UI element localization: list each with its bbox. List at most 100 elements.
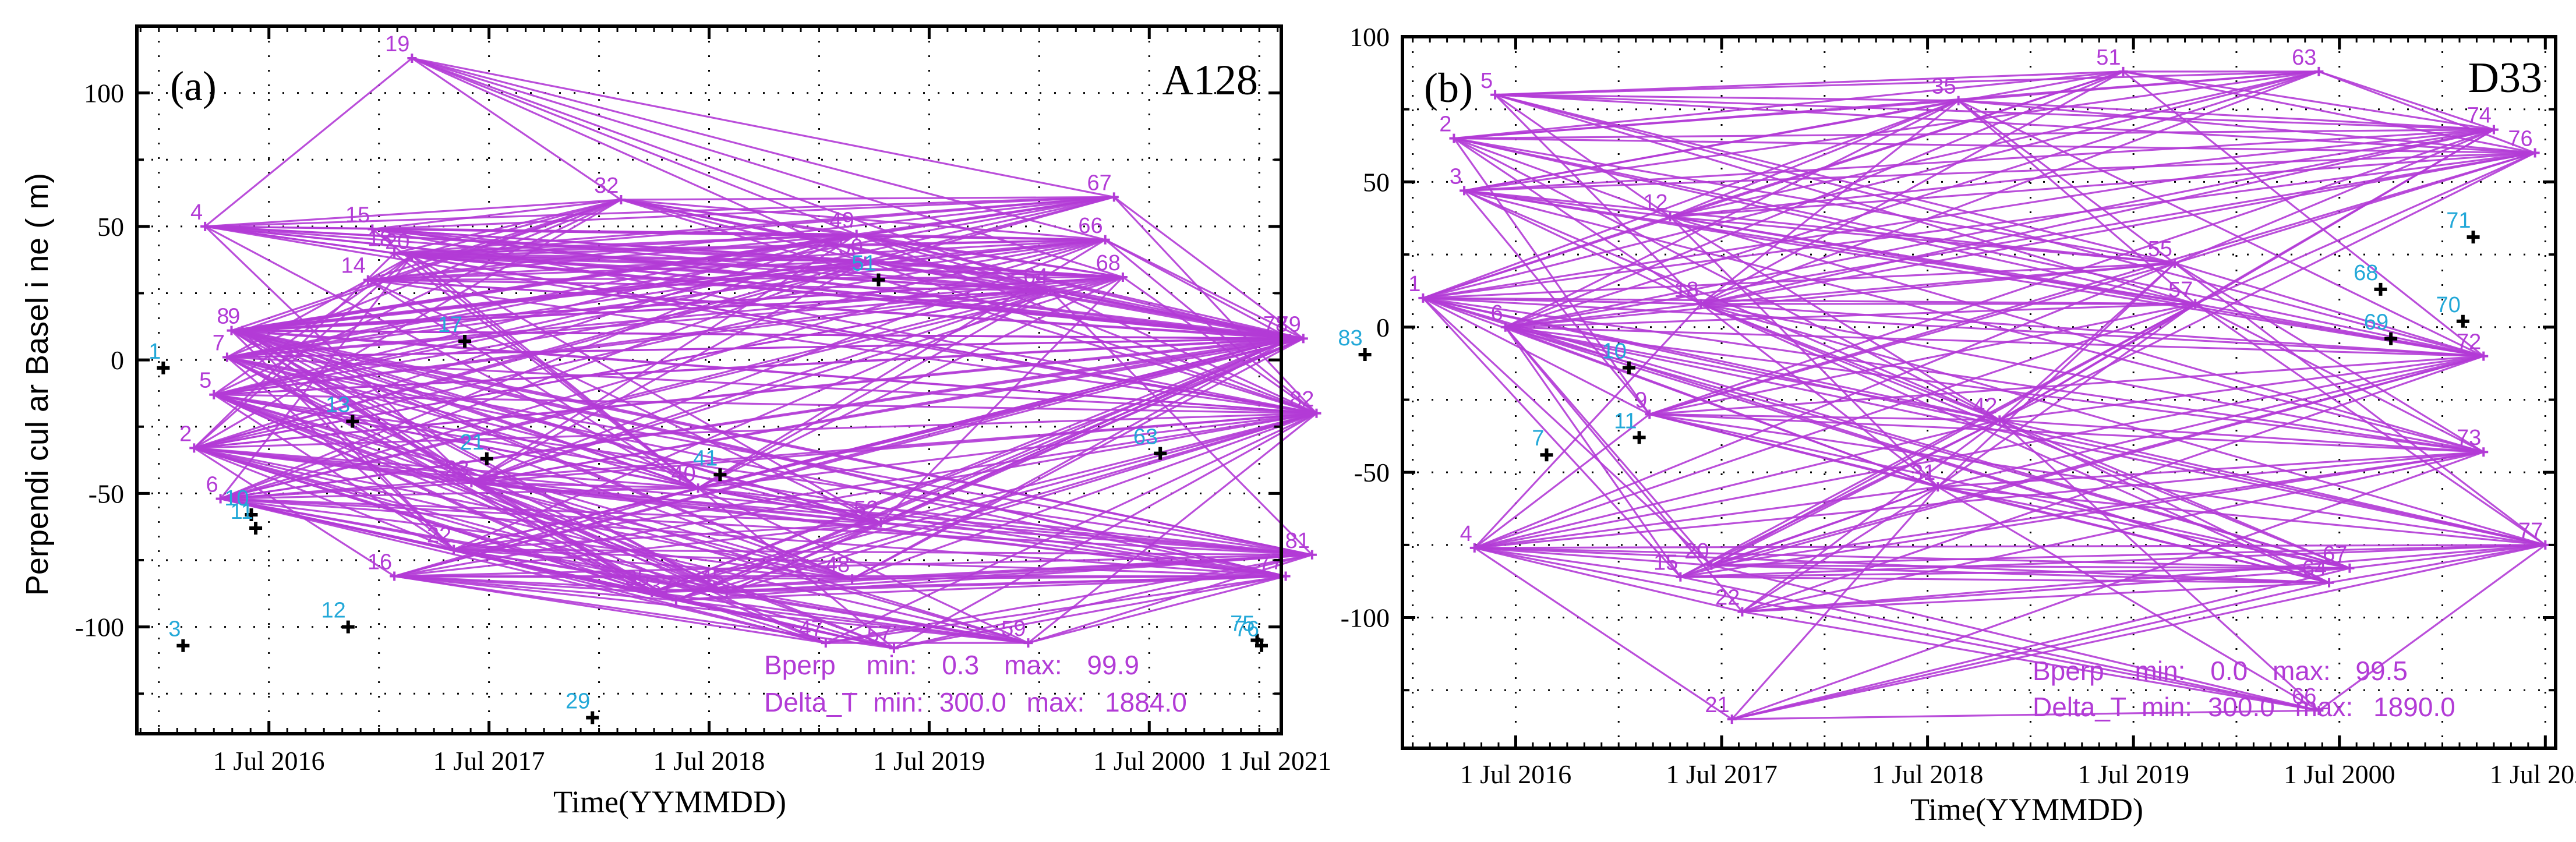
baseline-edge [1649,355,2484,416]
baseline-edge [1711,419,2001,567]
baseline-edge [1464,70,2319,192]
stats-dt-min: 300.0 [2208,692,2275,722]
unconnected-node-marker [341,620,355,634]
baseline-edge [1701,303,2330,584]
connected-node-label: 40 [671,462,695,486]
connected-node-marker [616,195,626,205]
baseline-edge [394,575,1029,644]
connected-node-label: 9 [1635,388,1647,412]
connected-node-label: 18 [1674,278,1698,302]
baseline-edge [204,225,472,484]
baseline-edge [394,575,727,593]
baseline-edge [411,57,1123,278]
baseline-edge [1999,355,2484,421]
baseline-edge [1649,413,2000,421]
connected-node-label: 67 [1087,171,1112,195]
baseline-edge [368,278,1291,340]
baseline-edge [1700,70,2124,305]
connected-node-label: 64 [2302,557,2327,581]
baseline-edge [698,412,1317,489]
baseline-edge [1474,547,2319,712]
baseline-edge [2174,262,2484,358]
unconnected-node-label: 1 [149,339,161,364]
connected-node-marker [2479,447,2489,457]
baseline-edge [621,199,857,236]
baseline-edge [856,234,1123,278]
connected-node-marker [449,544,459,554]
connected-node-label: 66 [1078,214,1103,238]
connected-node-label: 55 [2148,237,2172,261]
connected-node-label: 5 [199,369,211,393]
connected-node-marker [390,571,400,581]
baseline-edge [220,260,866,500]
connected-node-label: 5 [1480,69,1493,93]
baseline-edge [881,522,1286,578]
unconnected-node-label: 11 [1614,409,1637,433]
baseline-edge [852,575,1286,580]
unconnected-node-label: 17 [438,313,462,337]
connected-node-marker [2345,563,2355,573]
baseline-edge [1505,326,2484,358]
stats-bperp-label: Bperp [764,650,836,680]
baseline-edge [1504,326,1743,613]
unconnected-node-label: 41 [693,446,718,470]
baseline-edge [620,199,1317,415]
baseline-edge [242,330,1317,415]
baseline-edge [372,196,1114,231]
connected-node-label: 2 [179,422,192,446]
connected-node-marker [368,224,377,234]
connected-node-label: 2 [1439,112,1451,137]
connected-node-label: 14 [341,254,365,278]
baseline-edge [697,289,1051,489]
baseline-edge [2174,262,2485,453]
connected-node-label: 66 [2292,684,2316,709]
panel-b: 1234569121518202122313542515557636466677… [1341,22,2576,827]
baseline-edge [1474,547,1681,578]
connected-node-marker [238,326,248,335]
unconnected-node-marker [157,361,170,374]
connected-node-marker [1665,212,1675,222]
connected-node-marker [2314,706,2324,716]
connected-node-marker [1676,572,1685,582]
baseline-edge [242,260,865,332]
baseline-edge [1463,190,1651,415]
stats-bperp-label: Bperp [2033,656,2104,686]
connected-node-label: 47 [798,617,823,641]
y-tick-label: 100 [84,79,124,108]
connected-node-marker [1727,714,1737,724]
connected-node-marker [1285,334,1295,344]
baseline-edge [1670,215,2484,358]
baseline-edge [231,276,1123,332]
connected-node-marker [2169,259,2179,268]
svg-text:Delta_T min: 3: Delta_T min: 300.0 max: 1884.0 [764,687,1187,717]
baseline-edge [698,487,881,524]
baseline-edge [1741,355,2484,613]
baseline-edge [865,239,1105,263]
baseline-edge [411,57,622,201]
baseline-edge [1454,137,2196,305]
connected-node-marker [1298,334,1308,344]
baseline-edge [453,337,1291,551]
connected-node-label: 9 [228,305,240,329]
baseline-edge [2318,544,2546,712]
connected-node-label: 20 [1684,539,1709,564]
unconnected-node-label: 7 [1532,426,1544,451]
connected-node-label: 82 [1289,387,1314,412]
baseline-edge [1701,303,2484,453]
connected-node-marker [1460,186,1469,196]
baseline-edge [220,239,1106,500]
unconnected-node-marker [176,639,190,652]
connected-node-marker [390,248,400,258]
stats-dt-min: 300.0 [939,687,1006,717]
connected-node-marker [1645,409,1655,419]
unconnected-node-label: 63 [1133,425,1158,450]
connected-node-label: 64 [1023,264,1048,289]
connected-node-marker [1312,408,1321,418]
baseline-edge [865,260,1291,340]
connected-node-label: 37 [649,574,674,599]
baseline-edge [1454,137,2484,358]
baseline-edge [471,337,1304,484]
baseline-edge [1680,576,2330,584]
baseline-edge [194,447,881,524]
